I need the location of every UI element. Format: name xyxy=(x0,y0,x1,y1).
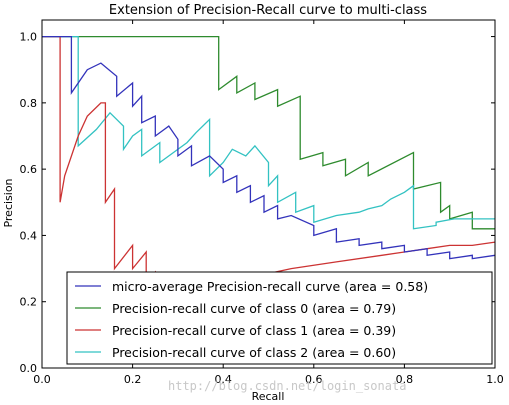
y-axis-label: Precision xyxy=(2,178,15,227)
series-line-3 xyxy=(42,35,495,230)
y-tick-label: 0.2 xyxy=(20,296,38,309)
legend-box xyxy=(66,271,493,365)
x-tick-label: 0.8 xyxy=(396,373,414,386)
legend-label-1: Precision-recall curve of class 0 (area … xyxy=(112,301,396,316)
y-tick-label: 0.8 xyxy=(20,97,38,110)
x-tick-label: 0.0 xyxy=(33,373,51,386)
plot-frame xyxy=(41,19,496,369)
y-tick-label: 1.0 xyxy=(20,31,38,44)
legend-label-2: Precision-recall curve of class 1 (area … xyxy=(112,323,396,338)
y-tick-label: 0.0 xyxy=(20,362,38,375)
x-tick-label: 0.2 xyxy=(124,373,142,386)
y-tick-label: 0.4 xyxy=(20,229,38,242)
x-axis-label: Recall xyxy=(252,390,285,403)
legend-label-3: Precision-recall curve of class 2 (area … xyxy=(112,345,396,360)
series-line-1 xyxy=(42,35,495,230)
y-tick-label: 0.6 xyxy=(20,163,38,176)
legend-label-0: micro-average Precision-recall curve (ar… xyxy=(112,279,428,294)
x-tick-label: 0.6 xyxy=(305,373,323,386)
watermark-text: http://blog.csdn.net/login_sonata xyxy=(168,379,406,393)
chart-title: Extension of Precision-Recall curve to m… xyxy=(109,3,427,18)
axis-ticks: 0.0 0.2 0.4 0.6 0.8 1.0 0.0 0.2 0.4 0.6 0.8 1.0 xyxy=(20,20,504,386)
x-tick-label: 1.0 xyxy=(486,373,504,386)
x-tick-label: 0.4 xyxy=(214,373,232,386)
series-line-0 xyxy=(42,35,496,260)
legend: micro-average Precision-recall curve (ar… xyxy=(66,271,493,365)
